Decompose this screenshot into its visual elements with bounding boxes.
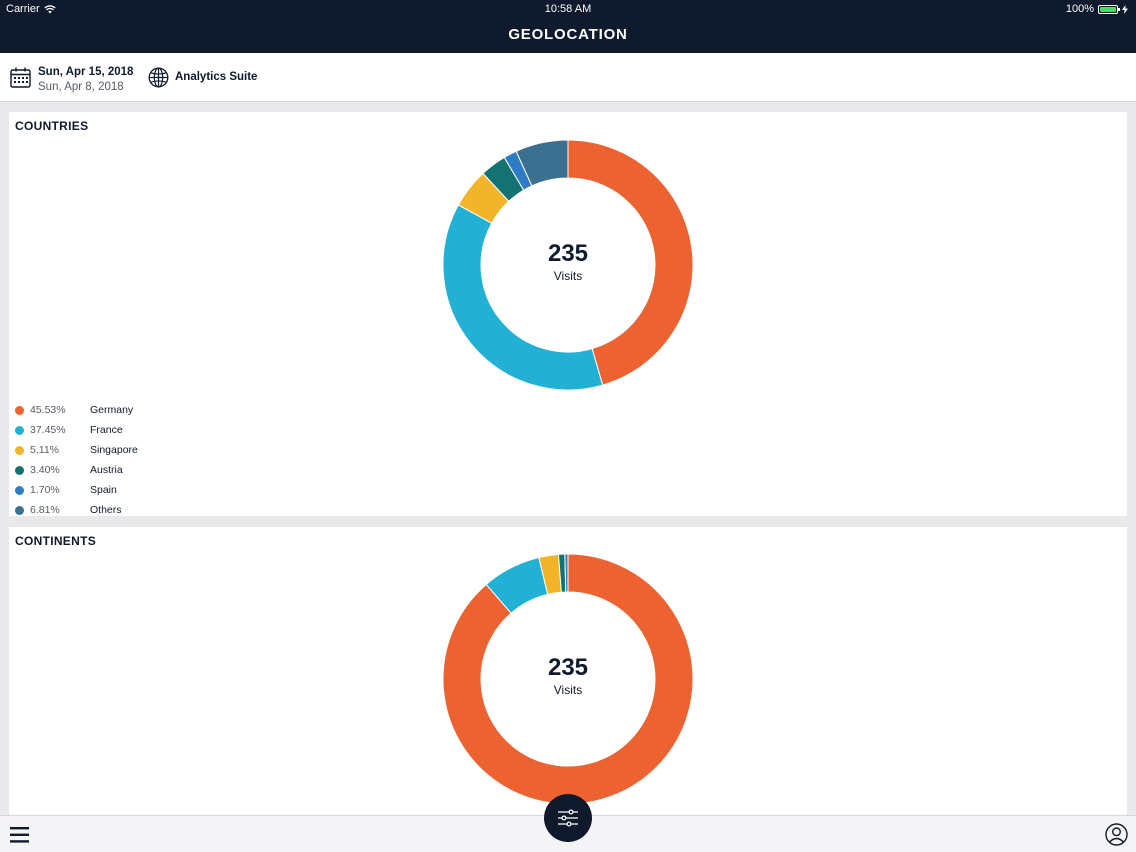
legend-item[interactable]: 5.11% Singapore (15, 440, 138, 460)
date-range-selector[interactable]: Sun, Apr 15, 2018 Sun, Apr 8, 2018 (38, 65, 133, 95)
countries-total-label: Visits (553, 269, 583, 283)
legend-percent: 5.11% (30, 444, 59, 456)
legend-item[interactable]: 3.40% Austria (15, 460, 138, 480)
legend-swatch (15, 425, 24, 435)
donut-segment-germany[interactable] (567, 139, 694, 386)
donut-segment-segment-5[interactable] (564, 553, 569, 593)
filter-bar: Sun, Apr 15, 2018 Sun, Apr 8, 2018 Analy… (0, 53, 1136, 102)
carrier-label: Carrier (6, 3, 40, 15)
legend-percent: 37.45% (30, 424, 66, 436)
countries-donut-chart[interactable]: 235 Visits (442, 139, 694, 391)
legend-percent: 3.40% (30, 464, 60, 476)
donut-segment-segment-1[interactable] (442, 553, 694, 805)
countries-donut-svg (442, 139, 694, 391)
legend-item[interactable]: 45.53% Germany (15, 400, 138, 420)
legend-item[interactable]: 37.45% France (15, 420, 138, 440)
legend-label: Others (90, 504, 122, 516)
report-suite-selector[interactable]: Analytics Suite (175, 71, 258, 83)
date-primary: Sun, Apr 15, 2018 (38, 66, 134, 78)
legend-item[interactable]: 6.81% Others (15, 500, 138, 520)
status-bar: Carrier 10:58 AM 100% (0, 0, 1136, 18)
legend-label: Singapore (90, 444, 138, 456)
sliders-icon (558, 809, 578, 827)
legend-item[interactable]: 1.70% Spain (15, 480, 138, 500)
donut-segment-france[interactable] (442, 204, 604, 391)
legend-percent: 1.70% (30, 484, 60, 496)
legend-percent: 6.81% (30, 504, 60, 516)
continents-total-label: Visits (553, 683, 583, 697)
charging-bolt-icon (1122, 4, 1128, 14)
navigation-bar: GEOLOCATION (0, 18, 1136, 53)
clock: 10:58 AM (544, 3, 592, 15)
legend-swatch (15, 405, 24, 415)
donut-segment-others[interactable] (515, 139, 569, 187)
legend-label: France (90, 424, 123, 436)
filter-button[interactable] (544, 794, 592, 842)
countries-card: COUNTRIES 235 Visits 45.53% Germany 37.45%… (9, 112, 1127, 516)
continents-total-value: 235 (547, 654, 589, 681)
date-secondary: Sun, Apr 8, 2018 (38, 81, 124, 93)
page-title: GEOLOCATION (508, 26, 628, 43)
wifi-icon (43, 4, 56, 13)
battery-status: 100% (1066, 3, 1128, 15)
legend-label: Germany (90, 404, 134, 416)
user-profile-icon[interactable] (1105, 823, 1128, 846)
legend-swatch (15, 445, 24, 455)
countries-total: 235 Visits (442, 240, 694, 283)
legend-percent: 45.53% (30, 404, 66, 416)
hamburger-menu-icon[interactable] (10, 827, 29, 843)
legend-swatch (15, 485, 24, 495)
legend-swatch (15, 505, 24, 515)
battery-icon (1098, 4, 1120, 14)
legend-swatch (15, 465, 24, 475)
countries-title: COUNTRIES (15, 119, 89, 133)
battery-percent: 100% (1065, 3, 1094, 15)
continents-card: CONTINENTS 235 Visits (9, 527, 1127, 815)
calendar-icon[interactable] (10, 67, 31, 88)
continents-title: CONTINENTS (15, 534, 96, 548)
legend-label: Austria (90, 464, 123, 476)
countries-total-value: 235 (547, 240, 589, 267)
legend-label: Spain (90, 484, 117, 496)
continents-donut-svg (442, 553, 694, 805)
countries-legend: 45.53% Germany 37.45% France 5.11% Singapore 3… (15, 400, 138, 520)
carrier-info: Carrier (6, 3, 56, 15)
continents-donut-chart[interactable]: 235 Visits (442, 553, 694, 805)
globe-icon[interactable] (148, 67, 169, 88)
continents-total: 235 Visits (442, 654, 694, 697)
